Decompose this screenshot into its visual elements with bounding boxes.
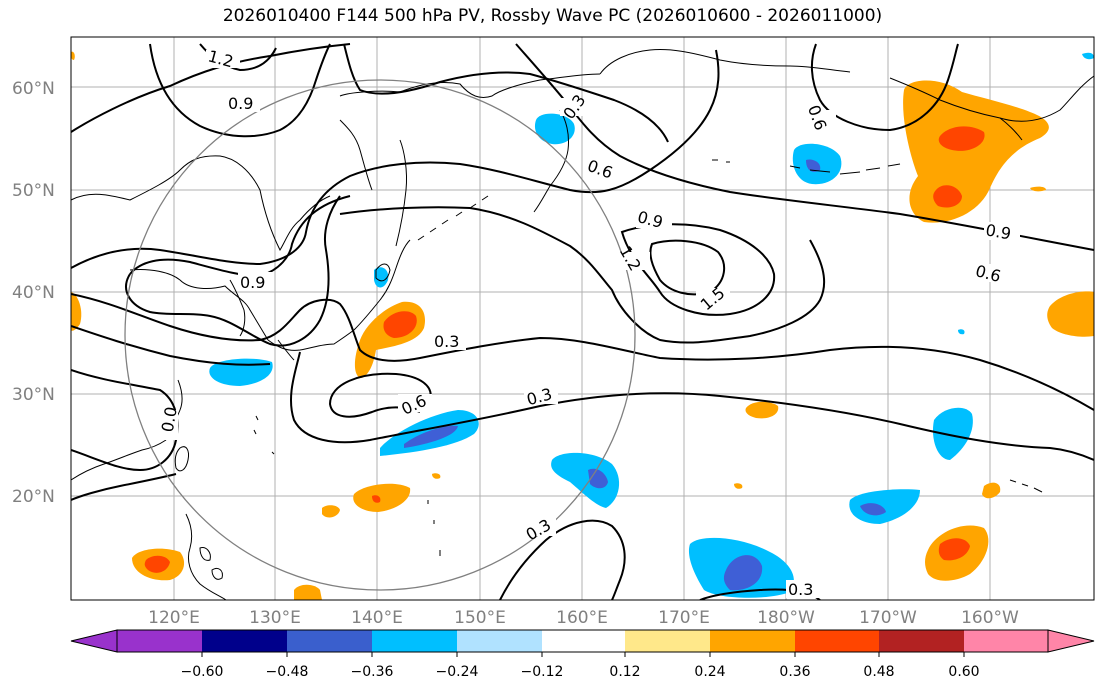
colorbar-tick-label: −0.60	[181, 664, 224, 680]
colorbar-segment	[710, 630, 795, 652]
lon-label: 160°E	[556, 608, 608, 628]
contour-label: 0.3	[434, 332, 459, 351]
lon-label: 170°E	[658, 608, 710, 628]
longitude-labels: 120°E 130°E 140°E 150°E 160°E 170°E 180°…	[148, 608, 1019, 628]
contour-label: 0.9	[984, 220, 1012, 243]
lat-label: 30°N	[12, 385, 55, 405]
lon-label: 180°W	[757, 608, 815, 628]
lat-label: 60°N	[12, 79, 55, 99]
colorbar-tick-label: 0.36	[779, 664, 810, 680]
colorbar-tick-label: 0.12	[609, 664, 640, 680]
lon-label: 160°W	[961, 608, 1019, 628]
rossby-wave-circle	[124, 79, 636, 591]
latitude-labels: 60°N 50°N 40°N 30°N 20°N	[12, 79, 55, 507]
colorbar-segment	[542, 630, 625, 652]
colorbar-segment	[964, 630, 1048, 652]
coastlines	[71, 49, 1094, 600]
lat-label: 50°N	[12, 181, 55, 201]
colorbar-segment	[372, 630, 457, 652]
colorbar: −0.60 −0.48 −0.36 −0.24 −0.12 0.12 0.24 …	[70, 629, 1095, 680]
contour-label: 0.9	[228, 94, 253, 113]
map-frame	[70, 36, 1095, 601]
lon-label: 130°E	[249, 608, 301, 628]
colorbar-segment	[287, 630, 372, 652]
colorbar-extend-low	[70, 629, 118, 653]
positive-anomaly-areas	[71, 51, 1094, 600]
colorbar-tick-label: 0.48	[863, 664, 894, 680]
contour-label: 0.0	[158, 405, 181, 433]
lon-label: 140°E	[351, 608, 403, 628]
colorbar-tick-label: −0.24	[436, 664, 479, 680]
lon-label: 170°W	[859, 608, 917, 628]
lat-label: 20°N	[12, 487, 55, 507]
lat-label: 40°N	[12, 283, 55, 303]
colorbar-segment	[795, 630, 879, 652]
lon-label: 120°E	[148, 608, 200, 628]
colorbar-tick-label: −0.36	[351, 664, 394, 680]
colorbar-segment	[457, 630, 542, 652]
contour-label: 0.9	[240, 273, 265, 292]
colorbar-segment	[879, 630, 964, 652]
lon-label: 150°E	[454, 608, 506, 628]
colorbar-extend-high	[1047, 629, 1095, 653]
colorbar-tick-label: 0.24	[694, 664, 725, 680]
colorbar-segment	[117, 630, 202, 652]
colorbar-segment	[625, 630, 710, 652]
colorbar-tick-label: −0.48	[266, 664, 309, 680]
colorbar-tick-label: 0.60	[948, 664, 979, 680]
chart-title: 2026010400 F144 500 hPa PV, Rossby Wave …	[222, 6, 883, 26]
colorbar-segment	[202, 630, 287, 652]
contour-label: 0.3	[788, 580, 813, 599]
colorbar-tick-label: −0.12	[521, 664, 564, 680]
